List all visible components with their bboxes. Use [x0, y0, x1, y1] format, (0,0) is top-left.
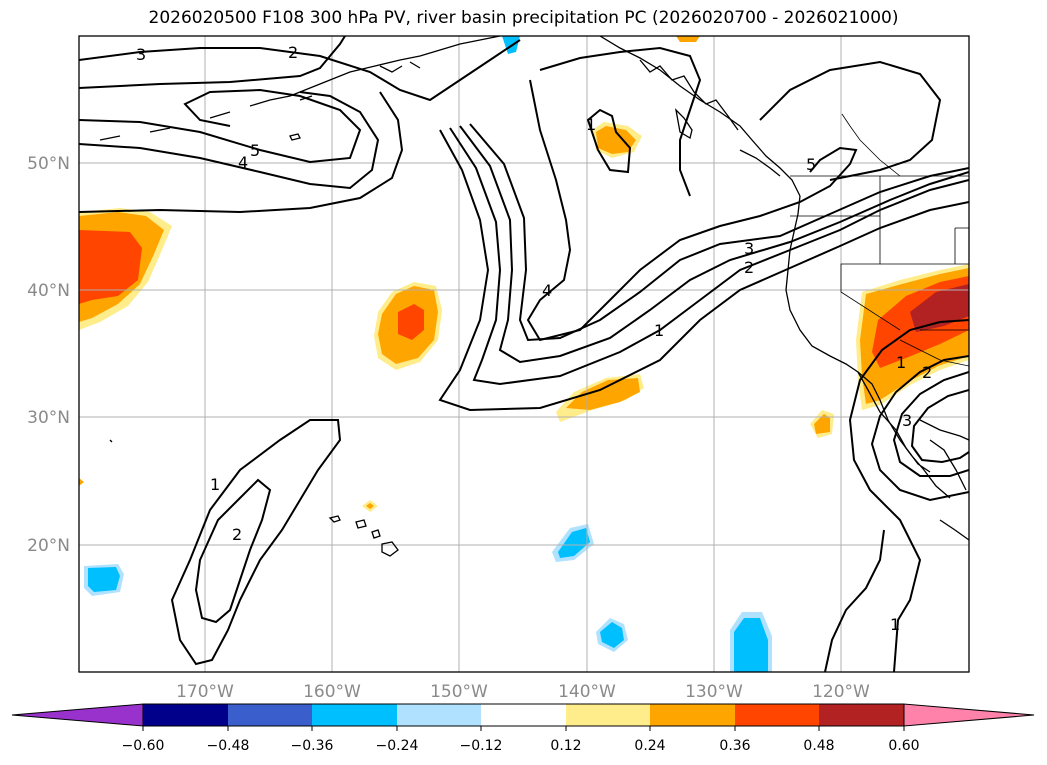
latitude-labels: 50°N 40°N 30°N 20°N	[27, 154, 70, 556]
colorbar-bin	[312, 704, 397, 726]
contour-label: 2	[744, 258, 754, 277]
contour-label: 3	[902, 411, 912, 430]
colorbar-extend-low	[11, 703, 144, 727]
colorbar-bin	[819, 704, 904, 726]
colorbar-tick-label: −0.36	[291, 738, 334, 754]
lon-label: 120°W	[812, 682, 870, 702]
lon-label: 160°W	[303, 682, 361, 702]
map-background	[79, 36, 969, 672]
colorbar-bin	[397, 704, 481, 726]
contour-label: 1	[890, 615, 900, 634]
colorbar-tick-label: −0.12	[460, 738, 503, 754]
contour-label: 1	[654, 321, 664, 340]
lat-label: 30°N	[27, 408, 70, 428]
colorbar-tick-label: −0.24	[376, 738, 419, 754]
colorbar: −0.60 −0.48 −0.36 −0.24 −0.12 0.12 0.24 …	[11, 703, 1035, 754]
contour-label: 5	[806, 155, 816, 174]
colorbar-bin	[228, 704, 312, 726]
contour-label: 4	[238, 153, 248, 172]
lon-label: 130°W	[685, 682, 743, 702]
lon-label: 170°W	[176, 682, 234, 702]
lat-label: 20°N	[27, 536, 70, 556]
pv-contours	[79, 36, 969, 672]
contour-label: 2	[232, 525, 242, 544]
lat-label: 50°N	[27, 154, 70, 174]
colorbar-tick-label: 0.60	[888, 738, 919, 754]
contour-label: 1	[210, 475, 220, 494]
political-borders	[790, 113, 969, 367]
colorbar-tick-label: 0.48	[803, 738, 834, 754]
map-frame	[78, 35, 970, 673]
colorbar-bin	[481, 704, 566, 726]
contour-labels: 3 2 5 4 5 3 2 4 1 1 2 1 2 1 3 1	[136, 43, 932, 634]
map-title: 2026020500 F108 300 hPa PV, river basin …	[148, 8, 899, 28]
lon-label: 140°W	[558, 682, 616, 702]
coastlines	[99, 36, 969, 557]
contour-label: 1	[586, 115, 596, 134]
colorbar-tick-label: 0.36	[719, 738, 750, 754]
longitude-labels: 170°W 160°W 150°W 140°W 130°W 120°W	[176, 682, 870, 702]
colorbar-bin	[143, 704, 228, 726]
lat-label: 40°N	[27, 281, 70, 301]
colorbar-tick-label: −0.60	[122, 738, 165, 754]
contour-label: 2	[288, 43, 298, 62]
precip-shading-positive	[79, 36, 969, 512]
contour-label: 4	[542, 281, 552, 300]
colorbar-extend-high	[903, 703, 1035, 727]
lon-label: 150°W	[430, 682, 488, 702]
contour-label: 2	[922, 363, 932, 382]
colorbar-bin	[650, 704, 735, 726]
colorbar-tick-label: 0.24	[634, 738, 665, 754]
contour-label: 1	[896, 353, 906, 372]
colorbar-bin	[735, 704, 819, 726]
colorbar-tick-label: −0.48	[207, 738, 250, 754]
precip-shading-negative	[84, 36, 772, 672]
colorbar-tick-label: 0.12	[550, 738, 581, 754]
graticule	[79, 36, 969, 672]
contour-label: 3	[744, 239, 754, 258]
colorbar-bin	[566, 704, 650, 726]
contour-label: 3	[136, 45, 146, 64]
contour-label: 5	[250, 141, 260, 160]
